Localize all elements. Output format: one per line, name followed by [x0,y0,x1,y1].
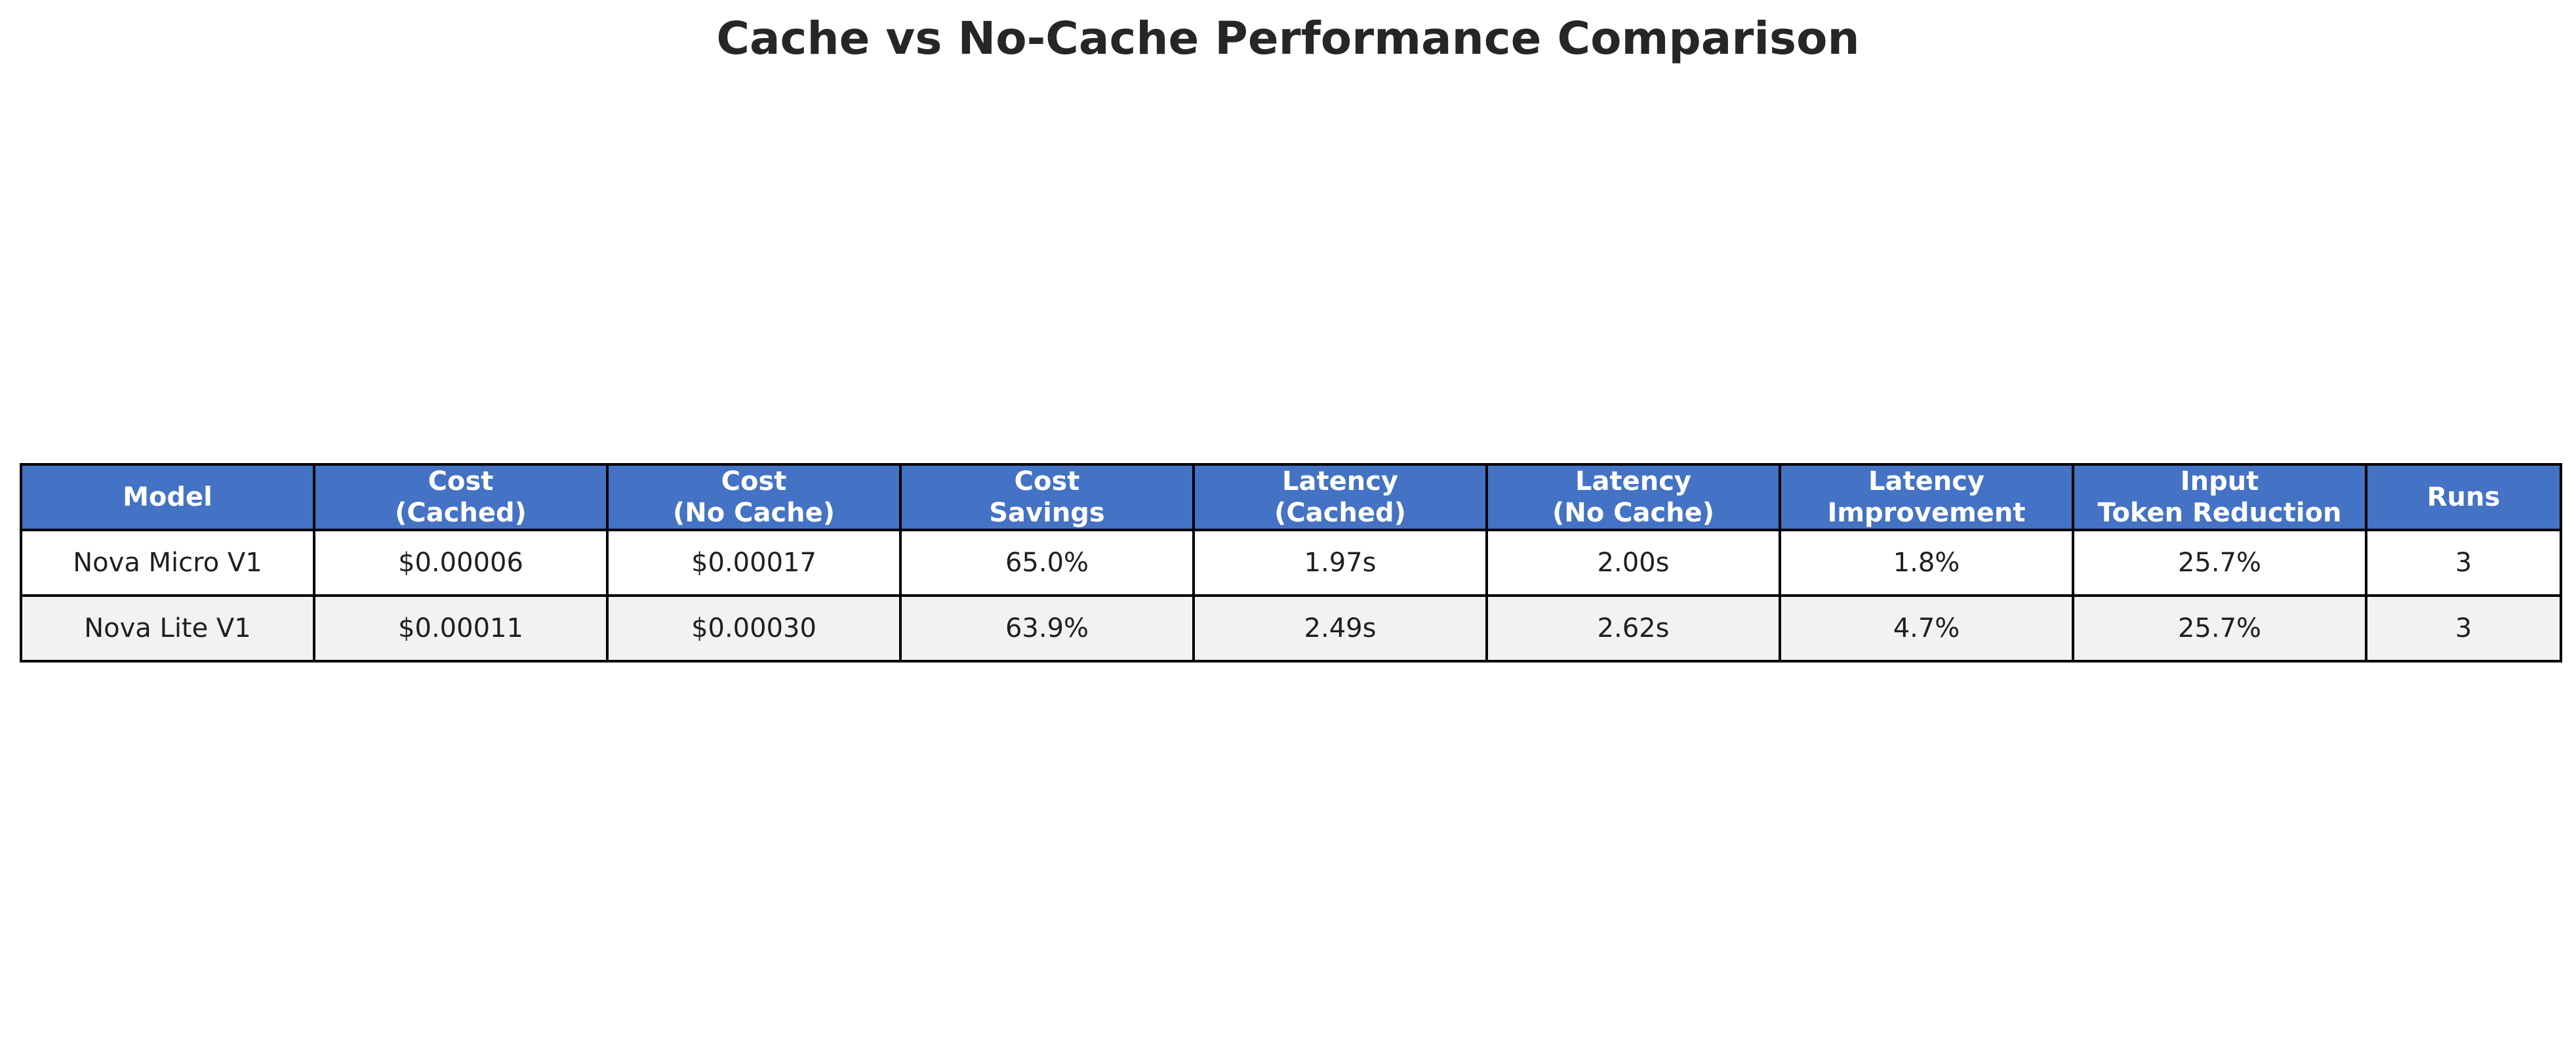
header-latency-cached-line2: (Cached) [1274,498,1406,528]
cell-cost-savings: 65.0% [899,529,1195,597]
cell-cost-cached: $0.00006 [313,529,609,597]
comparison-table-container: Model Cost (Cached) Cost (No Cache) Cost… [20,463,2562,662]
header-cost-savings: Cost Savings [899,463,1195,531]
header-latency-cached: Latency (Cached) [1192,463,1488,531]
header-input-token-reduction-line2: Token Reduction [2097,498,2342,528]
header-cost-cached: Cost (Cached) [313,463,609,531]
header-latency-no-cache: Latency (No Cache) [1485,463,1781,531]
cell-runs: 3 [2365,594,2562,662]
header-latency-cached-line1: Latency [1282,466,1398,497]
cell-latency-cached: 1.97s [1192,529,1488,597]
header-model: Model [20,463,315,531]
header-runs-label: Runs [2426,482,2501,512]
cell-latency-no-cache: 2.00s [1485,529,1781,597]
header-cost-savings-line2: Savings [989,498,1105,528]
table-row: Nova Lite V1 $0.00011 $0.00030 63.9% 2.4… [20,594,2562,662]
header-latency-improvement-line2: Improvement [1827,498,2026,528]
header-cost-cached-line1: Cost [428,466,494,497]
cell-latency-cached: 2.49s [1192,594,1488,662]
header-input-token-reduction: Input Token Reduction [2072,463,2367,531]
cell-cost-cached: $0.00011 [313,594,609,662]
header-cost-no-cache: Cost (No Cache) [606,463,902,531]
cell-cost-no-cache: $0.00017 [606,529,902,597]
header-model-label: Model [123,482,212,512]
cell-model: Nova Lite V1 [20,594,315,662]
chart-title: Cache vs No-Cache Performance Comparison [716,12,1860,65]
header-cost-savings-line1: Cost [1014,466,1080,497]
cell-latency-no-cache: 2.62s [1485,594,1781,662]
cell-latency-improvement: 1.8% [1779,529,2074,597]
header-cost-no-cache-line2: (No Cache) [672,498,835,528]
cell-cost-no-cache: $0.00030 [606,594,902,662]
cell-input-token-reduction: 25.7% [2072,529,2367,597]
header-latency-improvement: Latency Improvement [1779,463,2074,531]
cell-input-token-reduction: 25.7% [2072,594,2367,662]
header-latency-improvement-line1: Latency [1868,466,1984,497]
header-cost-cached-line2: (Cached) [395,498,527,528]
cell-runs: 3 [2365,529,2562,597]
cell-latency-improvement: 4.7% [1779,594,2074,662]
header-runs: Runs [2365,463,2562,531]
header-latency-no-cache-line1: Latency [1575,466,1691,497]
table-row: Nova Micro V1 $0.00006 $0.00017 65.0% 1.… [20,529,2562,597]
cell-cost-savings: 63.9% [899,594,1195,662]
header-input-token-reduction-line1: Input [2180,466,2259,497]
cell-model: Nova Micro V1 [20,529,315,597]
header-cost-no-cache-line1: Cost [721,466,787,497]
table-header-row: Model Cost (Cached) Cost (No Cache) Cost… [20,463,2562,531]
header-latency-no-cache-line2: (No Cache) [1552,498,1715,528]
comparison-table: Model Cost (Cached) Cost (No Cache) Cost… [20,463,2562,662]
